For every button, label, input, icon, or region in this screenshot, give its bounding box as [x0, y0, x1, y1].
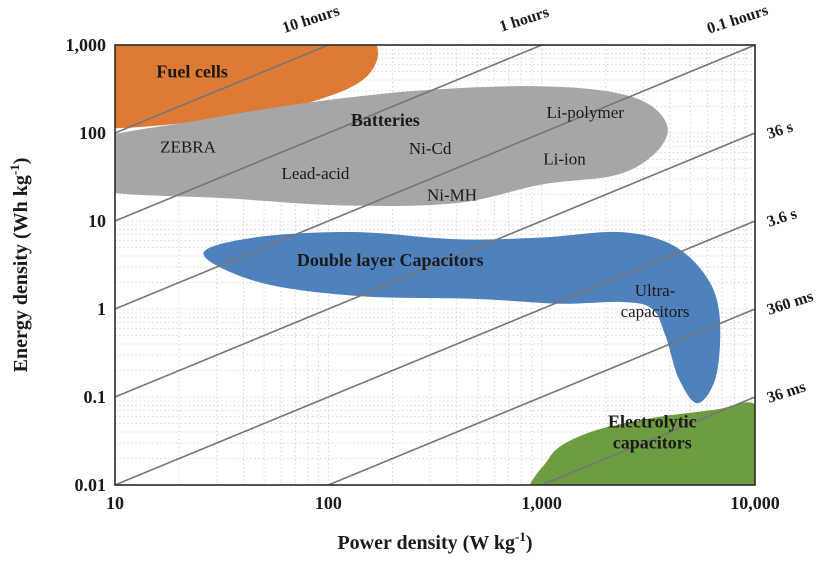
time-lines — [115, 45, 755, 485]
y-tick-label-0-01: 0.01 — [75, 475, 107, 495]
y-tick-label-100: 100 — [79, 123, 106, 143]
x-tick-label-10-000: 10,000 — [730, 493, 780, 513]
label-electrolytic: Electrolytic capacitors — [608, 412, 697, 453]
label-ultra: Ultra-capacitors — [621, 281, 690, 321]
label-li-ion: Li-ion — [543, 149, 586, 168]
region-batteries — [115, 86, 668, 206]
time-line-10-hours — [115, 45, 331, 134]
label-ni-cd: Ni-Cd — [409, 139, 452, 158]
region-double-layer-capacitors — [203, 231, 721, 404]
label-zebra: ZEBRA — [160, 138, 216, 157]
region-labels: Fuel cells Batteries ZEBRA Lead-acid Ni-Cd Ni… — [156, 61, 696, 452]
time-line-0-1-hours — [115, 45, 755, 310]
time-label-1-hours: 1 hours — [497, 4, 551, 36]
x-tick-label-10: 10 — [106, 493, 124, 513]
plot-border — [114, 44, 756, 486]
time-label-36-ms: 36 ms — [765, 378, 808, 406]
label-batteries: Batteries — [351, 110, 420, 130]
y-tick-label-1: 1 — [97, 299, 106, 319]
time-label-360-ms: 360 ms — [765, 288, 815, 319]
y-tick-label-1-000: 1,000 — [66, 35, 107, 55]
x-tick-label-1-000: 1,000 — [521, 493, 562, 513]
y-tick-labels: 1,000 100 10 1 0.1 0.01 — [66, 35, 107, 495]
time-label-10-hours: 10 hours — [280, 3, 341, 37]
y-tick-label-10: 10 — [88, 211, 106, 231]
time-label-36-s: 36 s — [765, 119, 795, 143]
time-label-0-1-hours: 0.1 hours — [705, 2, 770, 38]
time-line-36-ms — [539, 396, 755, 485]
time-label-3-6-s: 3.6 s — [765, 205, 799, 231]
time-line-360-ms — [326, 308, 755, 485]
x-tick-label-100: 100 — [315, 493, 342, 513]
y-axis-title: Energy density (Wh kg-1) — [7, 158, 32, 373]
time-line-1-hours — [115, 45, 544, 222]
x-tick-labels: 10 100 1,000 10,000 — [106, 493, 780, 513]
label-li-polymer: Li-polymer — [547, 103, 625, 122]
label-lead-acid: Lead-acid — [281, 164, 349, 183]
x-axis-title: Power density (W kg-1) — [337, 529, 532, 554]
label-double-layer-capacitors: Double layer Capacitors — [297, 250, 484, 270]
regions — [115, 45, 755, 485]
region-fuel-cells — [115, 45, 379, 129]
label-ni-mh: Ni-MH — [427, 186, 477, 205]
time-line-36-s — [115, 132, 755, 398]
time-line-3-6-s — [115, 220, 755, 485]
label-fuel-cells: Fuel cells — [156, 61, 227, 81]
y-tick-label-0-1: 0.1 — [84, 387, 107, 407]
